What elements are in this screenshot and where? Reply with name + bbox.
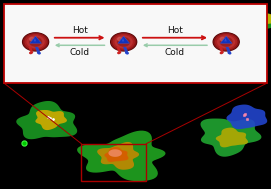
Polygon shape — [36, 110, 67, 130]
Bar — [81, 144, 146, 181]
Polygon shape — [118, 36, 130, 43]
Polygon shape — [225, 47, 231, 52]
Polygon shape — [123, 47, 128, 52]
Circle shape — [213, 33, 239, 51]
Polygon shape — [234, 13, 271, 38]
Polygon shape — [220, 36, 232, 43]
Circle shape — [22, 33, 49, 51]
Circle shape — [229, 53, 231, 54]
Circle shape — [228, 52, 230, 53]
Polygon shape — [97, 142, 139, 170]
Polygon shape — [35, 47, 40, 52]
Circle shape — [115, 36, 132, 48]
Text: Cold: Cold — [70, 48, 90, 57]
Circle shape — [118, 52, 120, 54]
Polygon shape — [227, 105, 267, 129]
Polygon shape — [247, 11, 271, 27]
Bar — [4, 4, 267, 83]
Polygon shape — [104, 147, 128, 162]
Circle shape — [221, 52, 223, 53]
Circle shape — [119, 52, 121, 53]
Polygon shape — [28, 47, 33, 51]
Polygon shape — [224, 38, 227, 41]
Polygon shape — [122, 38, 124, 41]
Polygon shape — [201, 119, 262, 157]
Circle shape — [118, 38, 122, 41]
Circle shape — [30, 38, 41, 46]
Circle shape — [216, 35, 237, 49]
Polygon shape — [108, 149, 122, 157]
Circle shape — [113, 35, 134, 49]
Polygon shape — [216, 128, 248, 147]
Polygon shape — [16, 101, 77, 139]
Circle shape — [30, 52, 32, 54]
Circle shape — [220, 52, 222, 54]
Circle shape — [27, 36, 44, 48]
Text: Hot: Hot — [167, 26, 183, 36]
Circle shape — [220, 38, 225, 41]
Polygon shape — [117, 47, 121, 51]
Circle shape — [112, 33, 136, 50]
Polygon shape — [77, 131, 166, 181]
Circle shape — [126, 53, 128, 54]
Circle shape — [25, 35, 46, 49]
Circle shape — [111, 33, 137, 51]
Text: Cold: Cold — [165, 48, 185, 57]
Polygon shape — [219, 47, 224, 51]
Circle shape — [24, 33, 48, 50]
Circle shape — [31, 52, 33, 53]
Circle shape — [220, 38, 232, 46]
Text: Hot: Hot — [72, 26, 88, 36]
Circle shape — [214, 33, 238, 50]
Circle shape — [38, 53, 40, 54]
Polygon shape — [30, 36, 41, 43]
Circle shape — [126, 52, 127, 53]
Circle shape — [38, 52, 39, 53]
Circle shape — [218, 36, 235, 48]
Circle shape — [118, 38, 130, 46]
Circle shape — [30, 38, 34, 41]
Polygon shape — [34, 38, 36, 41]
